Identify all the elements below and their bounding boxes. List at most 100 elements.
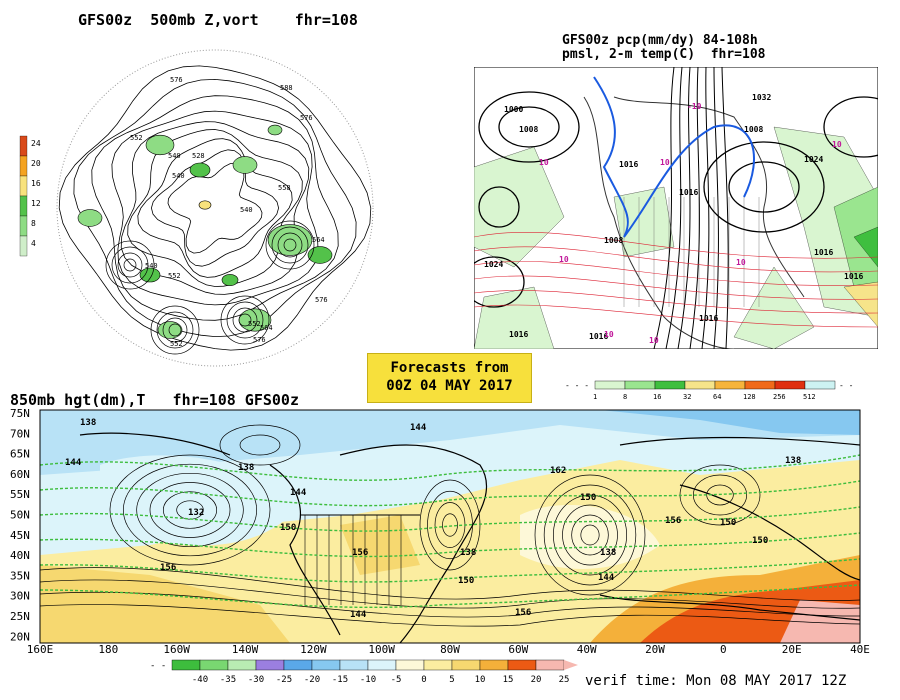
temp-label: 10 <box>539 158 549 167</box>
isobar-label: 1024 <box>484 260 503 269</box>
polar-contour-label: 558 <box>278 184 291 192</box>
temp-contour <box>474 231 878 259</box>
low-contour <box>283 238 297 252</box>
height-contour <box>40 567 860 602</box>
map850-latitude-labels: 75N 70N 65N 60N 55N 50N 45N 40N 35N 30N 25N 20N <box>10 407 30 643</box>
isobar-label: 1032 <box>752 93 771 102</box>
precip-title-line1: GFS00z pcp(mm/dy) 84-108h <box>562 33 758 48</box>
height-contour <box>571 514 609 556</box>
isobar-label: 1008 <box>604 236 623 245</box>
precip-colorbar-arrow: - - - <box>565 381 589 390</box>
height-contour <box>692 474 748 516</box>
height-contour <box>562 504 618 566</box>
precip-title-line2: pmsl, 2-m temp(C) fhr=108 <box>562 47 766 62</box>
precip-colorbar-swatch <box>654 380 686 390</box>
polar-boundary <box>56 49 374 367</box>
latitude-label: 60N <box>10 468 30 481</box>
temp-colorbar-label: 0 <box>421 675 426 685</box>
vorticity-area <box>139 267 161 283</box>
isobar <box>689 67 700 349</box>
polar-colorbar-label: 8 <box>31 219 36 228</box>
polar-colorbar-swatch <box>19 135 28 157</box>
isobar <box>713 67 719 349</box>
temp-contour <box>474 275 878 300</box>
low-contour <box>232 307 258 333</box>
polar-colorbar-label: 24 <box>31 139 41 148</box>
map850-title: 850mb hgt(dm),T fhr=108 GFS00z <box>10 391 299 409</box>
polar-colorbar-swatch <box>19 235 28 257</box>
isobar <box>474 256 525 308</box>
isobar-label: 1016 <box>619 160 638 169</box>
low-contour <box>271 226 309 264</box>
precip-area <box>733 266 815 349</box>
height-contour <box>149 482 231 538</box>
temp-colorbar-label: -40 <box>192 675 208 685</box>
isobar <box>701 67 710 349</box>
vorticity-area <box>198 200 212 210</box>
latitude-label: 40N <box>10 549 30 562</box>
latitude-label: 75N <box>10 407 30 420</box>
height-label: 144 <box>410 423 427 433</box>
polar-title: GFS00z 500mb Z,vort fhr=108 <box>78 11 358 29</box>
height-contour <box>580 524 600 546</box>
precip-area <box>833 186 878 298</box>
temperature-contour <box>40 454 860 481</box>
precip-colorbar: - - - - - - 1 8 16 32 64 128 256 512 <box>565 380 855 401</box>
temperature-contour <box>40 480 860 507</box>
longitude-label: 40E <box>850 643 870 655</box>
vorticity-area <box>157 321 183 339</box>
low-contour <box>150 305 200 355</box>
height-contour <box>136 472 244 548</box>
vorticity-area <box>267 124 283 136</box>
precip-colorbar-label: 16 <box>653 393 661 401</box>
height-label: 144 <box>598 573 615 583</box>
isobar-label: 1024 <box>804 155 823 164</box>
temp-colorbar-label: 20 <box>531 675 542 685</box>
precip-colorbar-swatch <box>774 380 806 390</box>
height-label: 138 <box>600 548 616 558</box>
temperature-band <box>100 455 300 546</box>
polar-contour-label: 540 <box>240 206 253 214</box>
temperature-band <box>600 410 860 435</box>
precip-colorbar-swatch <box>684 380 716 390</box>
polar-colorbar-swatch <box>19 195 28 217</box>
forecast-banner-line2: 00Z 04 MAY 2017 <box>386 378 513 394</box>
temp-colorbar-label: 5 <box>449 675 454 685</box>
polar-colorbar-swatch <box>19 215 28 237</box>
height-label: 150 <box>752 536 768 546</box>
polar-contour-label: 576 <box>253 336 266 344</box>
vorticity-area <box>232 156 258 174</box>
latitude-label: 55N <box>10 488 30 501</box>
low-contour <box>123 258 137 272</box>
temp-contour <box>474 304 878 328</box>
temp-colorbar-swatch <box>283 659 313 671</box>
temp-contour <box>474 290 878 314</box>
isobar <box>498 106 560 148</box>
temperature-contour <box>40 532 860 558</box>
temp-colorbar-swatch <box>367 659 397 671</box>
height-contour <box>40 604 860 627</box>
isobar <box>665 67 683 349</box>
low-contour <box>277 232 303 258</box>
map850-height-labels: 138 144 138 132 144 150 156 144 138 150 156 162 150 1… <box>65 418 801 620</box>
longitude-label: 0 <box>720 643 727 655</box>
height-contour <box>58 65 372 351</box>
map850-height-contours <box>40 424 860 627</box>
polar-contour-label: 564 <box>260 324 273 332</box>
height-label: 138 <box>460 548 476 558</box>
temperature-contour <box>40 584 860 609</box>
precip-colorbar-label: 1 <box>593 393 597 401</box>
precip-colorbar-label: 64 <box>713 393 721 401</box>
isobar <box>728 161 800 213</box>
height-label: 156 <box>160 563 176 573</box>
polar-contour-label: 552 <box>248 320 261 328</box>
colorbar-arrow: - - <box>150 661 166 671</box>
latitude-label: 65N <box>10 448 30 461</box>
longitude-label: 180 <box>98 643 118 655</box>
temperature-band <box>780 600 860 643</box>
latitude-label: 30N <box>10 590 30 603</box>
coastline <box>679 484 860 581</box>
precip-colorbar-swatch <box>804 380 836 390</box>
precip-colorbar-arrow: - - - <box>839 381 855 390</box>
